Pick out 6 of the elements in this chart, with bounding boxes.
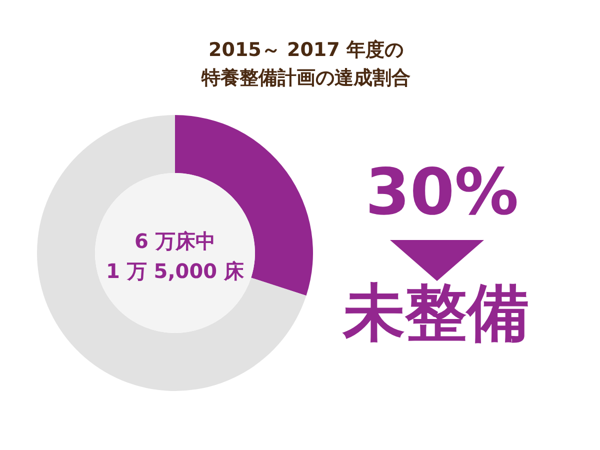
chart-title: 2015～ 2017 年度の	[208, 39, 404, 61]
chart-subtitle: 特養整備計画の達成割合	[200, 67, 410, 89]
text: 未整備	[342, 276, 529, 349]
text: 1 万 5,000 床	[106, 259, 246, 283]
text: 30%	[365, 156, 519, 230]
text: 6 万床中	[134, 229, 216, 253]
